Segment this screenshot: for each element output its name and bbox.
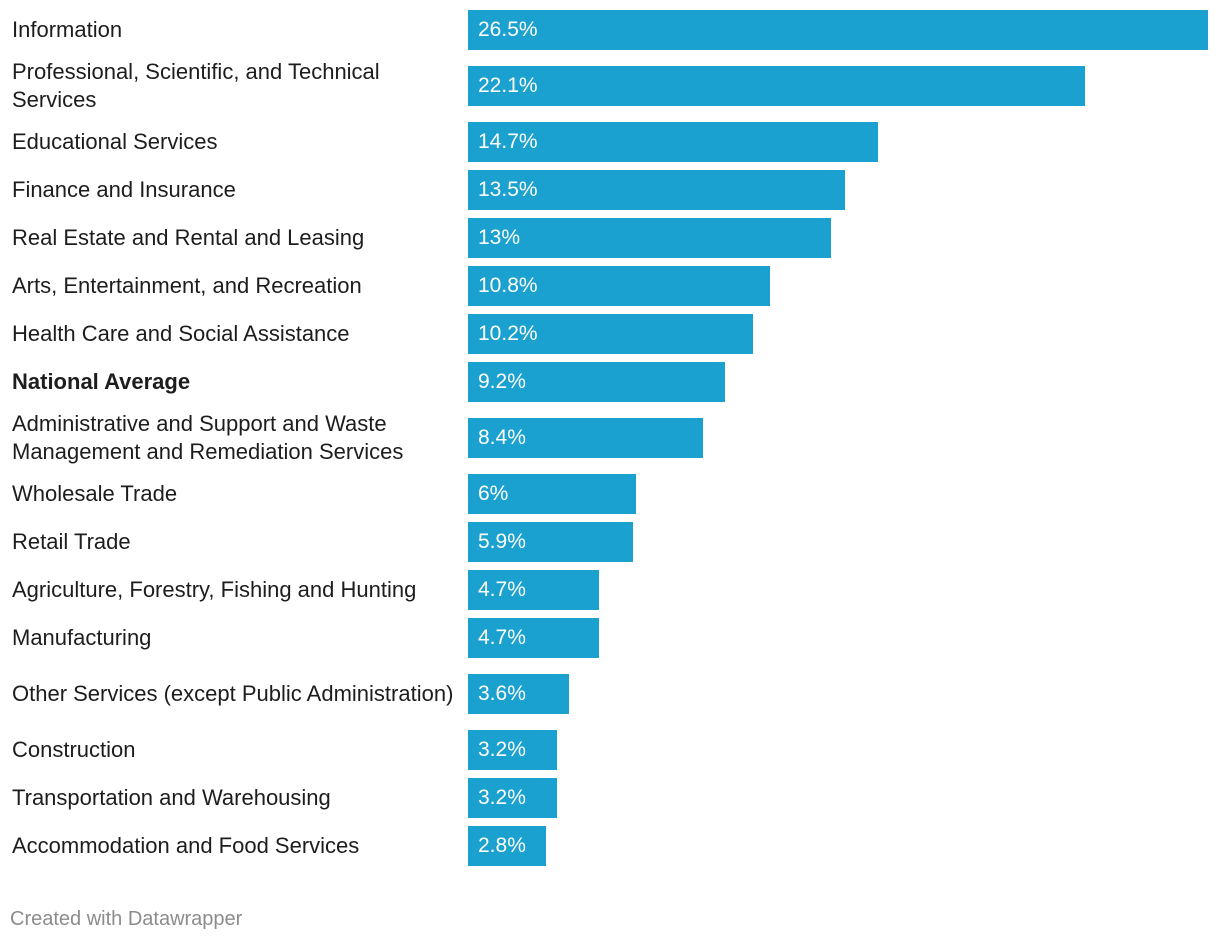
bar-value-label: 13% [478, 226, 521, 249]
category-label: Other Services (except Public Administra… [12, 681, 454, 706]
bar-value-label: 8.4% [478, 426, 526, 449]
bar [468, 266, 770, 306]
bar [468, 618, 599, 658]
category-label: Construction [12, 737, 136, 762]
category-label: Real Estate and Rental and Leasing [12, 225, 365, 250]
bar [468, 826, 546, 866]
bar-value-label: 6% [478, 482, 509, 505]
bar-value-label: 3.2% [478, 786, 526, 809]
bar-value-label: 4.7% [478, 578, 526, 601]
category-label: Accommodation and Food Services [12, 833, 360, 858]
category-label: National Average [12, 369, 191, 394]
bar-value-label: 4.7% [478, 626, 526, 649]
category-label: Agriculture, Forestry, Fishing and Hunti… [12, 577, 417, 602]
bar-value-label: 13.5% [478, 178, 538, 201]
bar-value-label: 10.2% [478, 322, 538, 345]
category-label: Finance and Insurance [12, 177, 236, 202]
category-label: Professional, Scientific, and Technical … [12, 59, 380, 112]
bar [468, 170, 845, 210]
bar [468, 778, 557, 818]
bar-value-label: 3.2% [478, 738, 526, 761]
category-label: Manufacturing [12, 625, 152, 650]
bar [468, 570, 599, 610]
bar [468, 122, 878, 162]
bar [468, 66, 1085, 106]
category-label: Health Care and Social Assistance [12, 321, 350, 346]
bar [468, 418, 703, 458]
category-label: Administrative and Support and Waste Man… [12, 411, 404, 464]
category-label: Educational Services [12, 129, 218, 154]
bar-value-label: 2.8% [478, 834, 526, 857]
category-label: Transportation and Warehousing [12, 785, 331, 810]
bar-value-label: 26.5% [478, 18, 538, 41]
bar-value-label: 9.2% [478, 370, 526, 393]
category-label: Wholesale Trade [12, 481, 178, 506]
bar-value-label: 14.7% [478, 130, 538, 153]
bar [468, 314, 753, 354]
bar [468, 10, 1208, 50]
category-label: Information [12, 17, 123, 42]
bar [468, 730, 557, 770]
bar-value-label: 22.1% [478, 74, 538, 97]
category-label: Retail Trade [12, 529, 131, 554]
credit-text[interactable]: Created with Datawrapper [10, 908, 243, 930]
bar [468, 362, 725, 402]
bar [468, 522, 633, 562]
category-label: Arts, Entertainment, and Recreation [12, 273, 362, 298]
bar-value-label: 10.8% [478, 274, 538, 297]
bar-value-label: 3.6% [478, 682, 526, 705]
bar [468, 674, 569, 714]
bar [468, 218, 831, 258]
bar [468, 474, 636, 514]
bar-value-label: 5.9% [478, 530, 526, 553]
